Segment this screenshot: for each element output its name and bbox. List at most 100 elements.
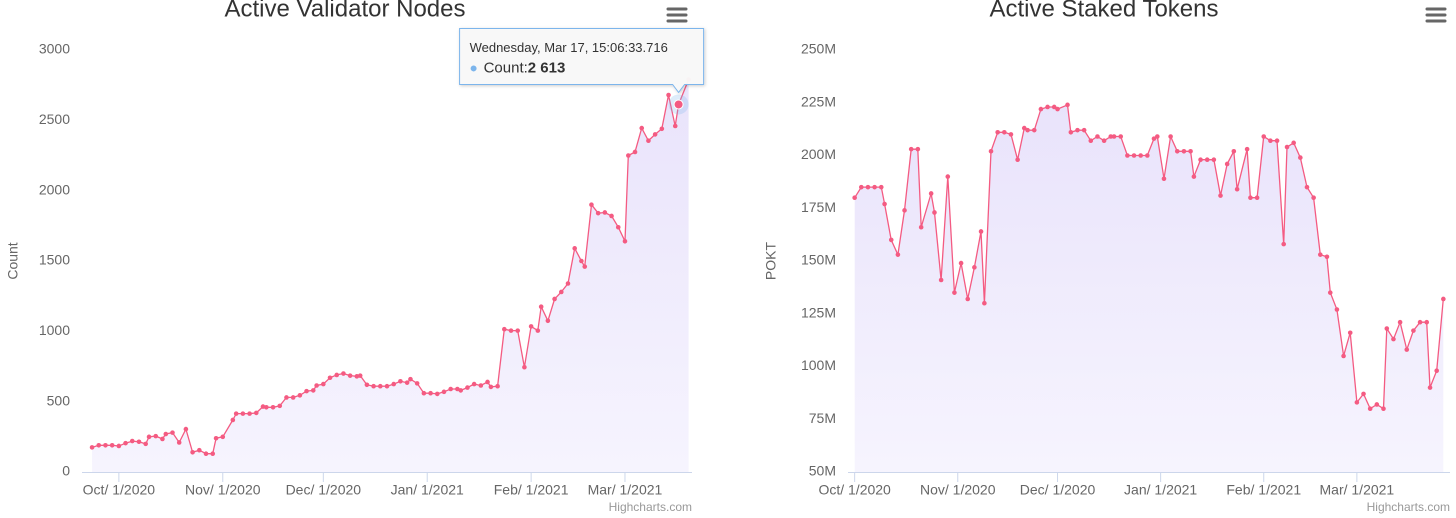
data-point (995, 129, 1000, 135)
data-point (441, 389, 447, 395)
data-point (213, 435, 219, 441)
tooltip-series-label: Count: (484, 59, 528, 76)
data-point (1244, 146, 1250, 152)
data-point (918, 224, 924, 230)
data-point (478, 383, 484, 388)
data-point (1075, 127, 1080, 133)
tooltip-label: Count:2 613 (484, 59, 566, 76)
data-point (1327, 290, 1333, 295)
data-point (1324, 254, 1330, 260)
data-point (377, 383, 383, 389)
data-point (143, 441, 148, 447)
data-point (347, 373, 353, 378)
data-point (1188, 148, 1193, 154)
data-point (321, 381, 326, 387)
data-point (1204, 157, 1210, 163)
data-point (1268, 138, 1273, 144)
data-point (602, 210, 608, 215)
data-point (1298, 155, 1303, 160)
data-point (1367, 406, 1373, 412)
data-point (1131, 153, 1137, 158)
data-point (160, 436, 165, 442)
data-point (1002, 129, 1007, 135)
series-line (91, 79, 690, 455)
data-point (1068, 129, 1074, 135)
data-point (1434, 368, 1439, 374)
data-point (1118, 134, 1124, 139)
data-point (915, 146, 921, 152)
area-fill (92, 79, 689, 472)
x-tick-label: Feb/ 1/2021 (1226, 482, 1301, 498)
data-point (270, 404, 276, 410)
x-tick-label: Mar/ 1/2021 (1320, 482, 1395, 498)
data-point (558, 289, 564, 295)
data-point (398, 378, 403, 384)
data-point (965, 296, 971, 302)
data-point (646, 138, 651, 144)
chart-title: Active Staked Tokens (989, 0, 1218, 22)
data-point (589, 202, 594, 208)
data-point (1151, 136, 1157, 141)
data-point (1111, 134, 1117, 139)
y-tick-label: 50M (809, 463, 836, 479)
data-point (123, 440, 128, 446)
data-point (938, 277, 944, 283)
tooltip-header: Wednesday, Mar 17, 15:06:33.716 (470, 40, 668, 55)
data-point (488, 384, 494, 390)
y-tick-label: 100M (801, 357, 836, 373)
data-point (1291, 140, 1296, 146)
data-point (163, 431, 169, 437)
data-point (1261, 134, 1267, 139)
data-point (1008, 132, 1014, 137)
data-point (945, 174, 951, 179)
x-tick-label: Feb/ 1/2021 (494, 482, 569, 498)
data-point (1284, 144, 1290, 150)
data-point (1254, 195, 1260, 200)
tooltip-box (459, 27, 705, 94)
data-point (334, 372, 340, 378)
x-tick-label: Dec/ 1/2020 (1020, 482, 1096, 498)
data-point (264, 404, 269, 410)
y-tick-label: 500 (47, 392, 71, 408)
data-point (1317, 252, 1323, 257)
data-point (210, 451, 216, 457)
data-point (1145, 153, 1150, 158)
data-point (1211, 157, 1217, 163)
tooltip-value: 2 613 (528, 59, 566, 76)
data-point (414, 381, 420, 386)
data-point (1274, 138, 1280, 144)
data-point (659, 126, 665, 132)
x-tick-label: Oct/ 1/2020 (83, 482, 156, 498)
data-point (609, 213, 614, 219)
data-point (1081, 127, 1087, 133)
data-point (666, 92, 671, 98)
x-tick-label: Jan/ 1/2021 (1124, 482, 1197, 498)
data-point (1397, 319, 1403, 325)
data-point (176, 440, 182, 445)
data-point (364, 382, 370, 388)
data-point (895, 252, 901, 257)
y-axis-label: Count (5, 242, 21, 279)
data-point (572, 246, 577, 251)
export-menu-button[interactable] (664, 4, 690, 26)
data-point (253, 410, 259, 416)
tooltip-bullet (470, 65, 477, 72)
data-point (1381, 406, 1386, 412)
data-point (502, 326, 507, 332)
data-point (290, 395, 296, 400)
data-point (859, 184, 864, 190)
data-point (1125, 153, 1130, 158)
data-point (471, 381, 477, 387)
data-point (902, 208, 907, 213)
data-point (1015, 157, 1020, 163)
data-point (89, 445, 95, 450)
data-point (146, 434, 152, 440)
data-point (391, 381, 397, 387)
data-point (622, 239, 628, 244)
data-point (233, 411, 239, 416)
data-point (310, 388, 316, 393)
x-tick-label: Nov/ 1/2020 (920, 482, 996, 498)
data-point (545, 318, 551, 324)
export-menu-button[interactable] (1422, 4, 1448, 26)
data-point (1374, 402, 1380, 407)
